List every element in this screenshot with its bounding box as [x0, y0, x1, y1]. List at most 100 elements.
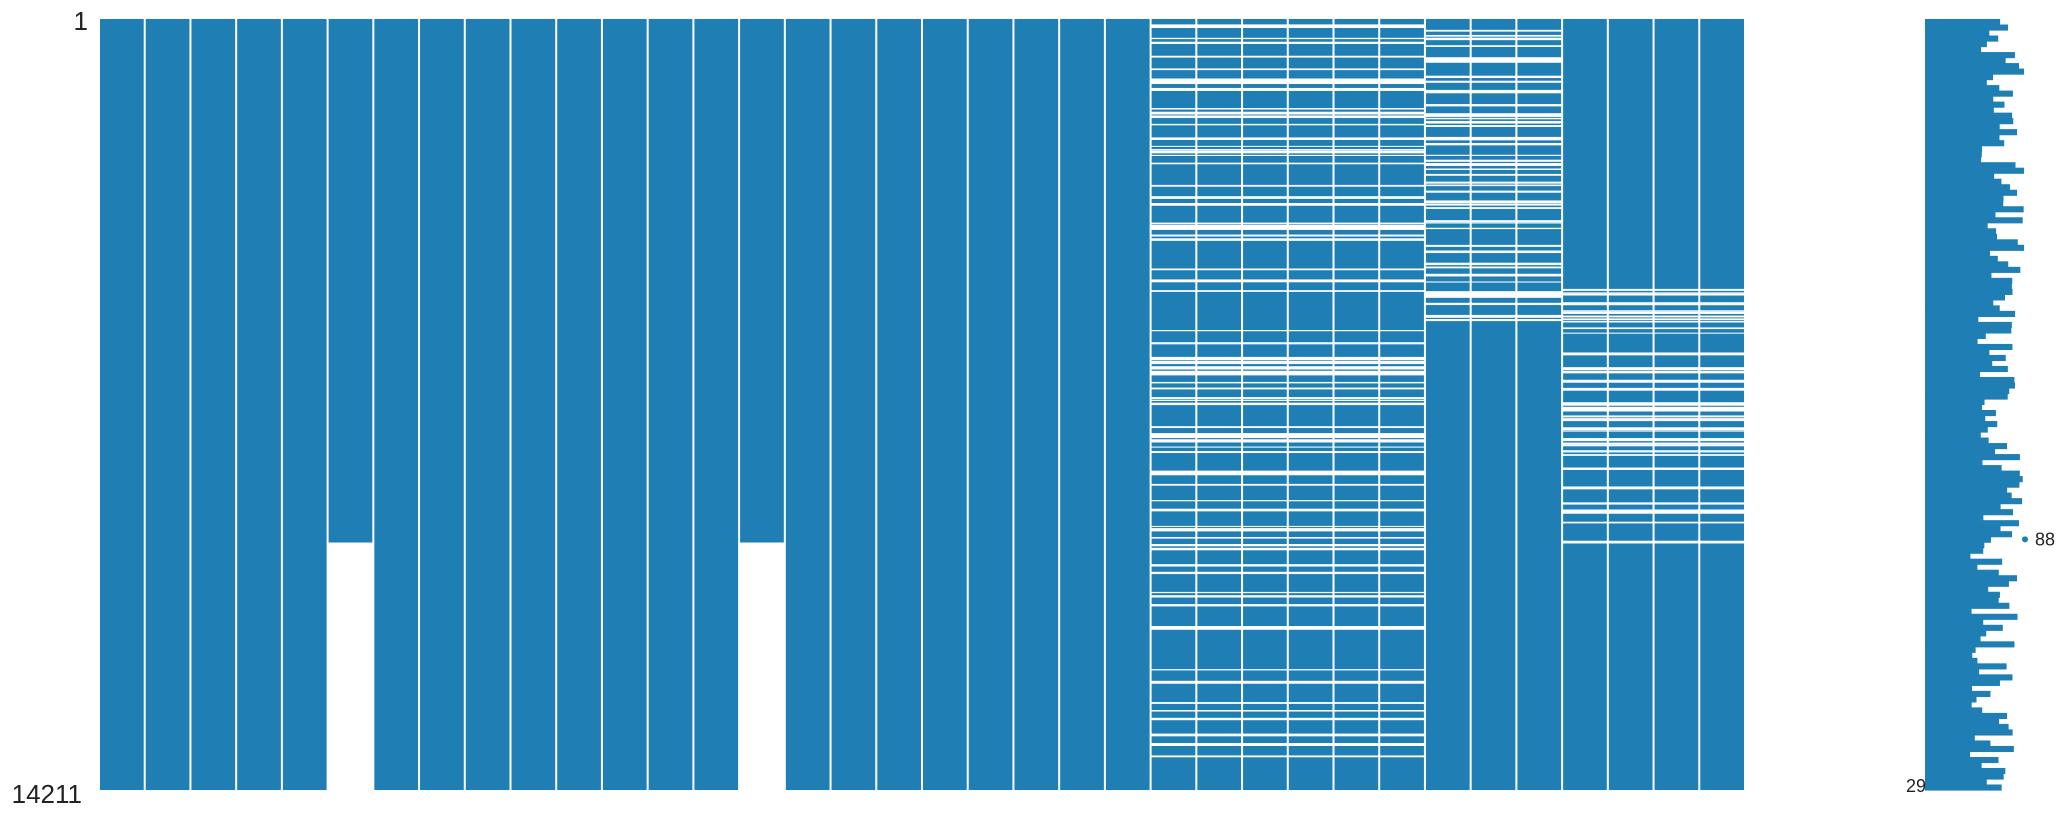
missing-stripe — [1150, 483, 1425, 486]
missing-stripe — [1150, 439, 1425, 443]
missing-stripe — [1424, 281, 1563, 283]
missing-stripe — [1150, 149, 1425, 151]
sparkline-row — [1925, 52, 2015, 59]
sparkline-row — [1925, 376, 2015, 384]
missing-stripe — [1150, 238, 1425, 241]
missing-stripe — [1562, 454, 1745, 456]
sparkline-row — [1925, 707, 1983, 714]
column-14-present-segment — [694, 19, 739, 790]
sparkline-row — [1925, 558, 2003, 565]
sparkline-row — [1925, 470, 2020, 477]
sparkline-row — [1925, 723, 2009, 731]
missing-stripe — [1562, 352, 1745, 355]
sparkline-row — [1925, 553, 1971, 560]
missing-stripe — [1150, 342, 1425, 345]
column-31-present-segment — [1471, 19, 1516, 790]
column-22-present-segment — [1060, 19, 1104, 790]
sparkline-row — [1925, 96, 1994, 103]
missing-stripe — [1424, 250, 1563, 254]
sparkline-row — [1925, 41, 1987, 48]
sparkline-row — [1925, 343, 2013, 351]
missing-stripe — [1424, 116, 1563, 118]
sparkline-row — [1925, 228, 1997, 235]
column-30-present-segment — [1425, 19, 1470, 790]
sparkline-row — [1925, 222, 1988, 229]
missing-stripe — [1424, 220, 1563, 222]
column-1-present-segment — [100, 19, 144, 790]
sparkline-row — [1925, 756, 1999, 764]
column-23-present-segment — [1105, 19, 1150, 790]
missing-stripe — [1150, 710, 1425, 712]
missing-stripe — [1424, 113, 1563, 117]
missing-stripe — [1150, 37, 1425, 40]
sparkline-row — [1925, 476, 2023, 483]
sparkline-row — [1925, 459, 1983, 466]
sparkline-row — [1925, 365, 2008, 373]
sparkline-row — [1925, 586, 1989, 593]
missing-stripe — [1150, 399, 1425, 401]
missing-stripe — [1424, 117, 1563, 120]
sparkline-row — [1925, 35, 1999, 42]
sparkline-row — [1925, 206, 2024, 213]
sparkline-row — [1925, 189, 2018, 196]
missing-stripe — [1150, 397, 1425, 400]
sparkline-row — [1925, 151, 1982, 158]
missing-stripe — [1150, 225, 1425, 228]
sparkline-row — [1925, 294, 2005, 301]
sparkline-row — [1925, 107, 1994, 114]
missing-stripe — [1562, 404, 1745, 406]
sparkline-row — [1925, 536, 1991, 543]
sparkline-row — [1925, 465, 2002, 472]
sparkline-row — [1925, 668, 1980, 675]
sparkline-row — [1925, 321, 2012, 328]
missing-stripe — [1424, 244, 1563, 247]
missing-stripe — [1424, 315, 1563, 318]
sparkline-max-label: 88 — [2035, 529, 2055, 549]
missing-stripe — [1562, 438, 1745, 442]
sparkline-row — [1925, 426, 1988, 433]
missing-stripe — [1150, 547, 1425, 551]
sparkline-row — [1925, 773, 2004, 780]
missing-stripe — [1150, 222, 1425, 225]
missing-stripe — [1150, 591, 1425, 594]
missing-stripe — [1150, 370, 1425, 374]
sparkline-row — [1925, 641, 2015, 648]
sparkline-row — [1925, 602, 2010, 609]
sparkline-row — [1925, 784, 2002, 791]
column-9-present-segment — [465, 19, 510, 790]
sparkline-row — [1925, 415, 1986, 422]
sparkline-row — [1925, 767, 2006, 775]
missing-stripe — [1562, 387, 1745, 391]
missing-stripe — [1150, 162, 1425, 165]
missing-stripe — [1562, 288, 1745, 291]
sparkline-row — [1925, 492, 2012, 499]
missing-stripe — [1150, 733, 1425, 737]
sparkline-row — [1925, 778, 1987, 786]
missing-stripe — [1562, 415, 1745, 418]
sparkline-row — [1925, 410, 1996, 417]
missing-stripe — [1424, 227, 1563, 230]
sparkline-row — [1925, 509, 2014, 516]
sparkline-row — [1925, 630, 1987, 637]
column-2-present-segment — [145, 19, 190, 790]
missing-stripe — [1562, 406, 1745, 410]
sparkline-row — [1925, 443, 2008, 450]
missing-stripe — [1424, 58, 1563, 61]
sparkline-row — [1925, 624, 2003, 631]
column-20-present-segment — [968, 19, 1013, 790]
sparkline-row — [1925, 745, 2014, 753]
missing-stripe — [1150, 87, 1425, 91]
sparkline-row — [1925, 145, 1982, 152]
sparkline-row — [1925, 74, 1994, 81]
sparkline-row — [1925, 454, 2020, 461]
missing-stripe — [1150, 426, 1425, 429]
missing-stripe — [1562, 379, 1745, 383]
sparkline-row — [1925, 701, 1972, 708]
missing-stripe — [1562, 450, 1745, 452]
column-17-present-segment — [831, 19, 876, 790]
missing-stripe — [1150, 628, 1425, 630]
missing-stripe — [1150, 330, 1425, 332]
missing-stripe — [1424, 34, 1563, 37]
sparkline-row — [1925, 382, 2016, 389]
sparkline-row — [1925, 657, 1978, 664]
